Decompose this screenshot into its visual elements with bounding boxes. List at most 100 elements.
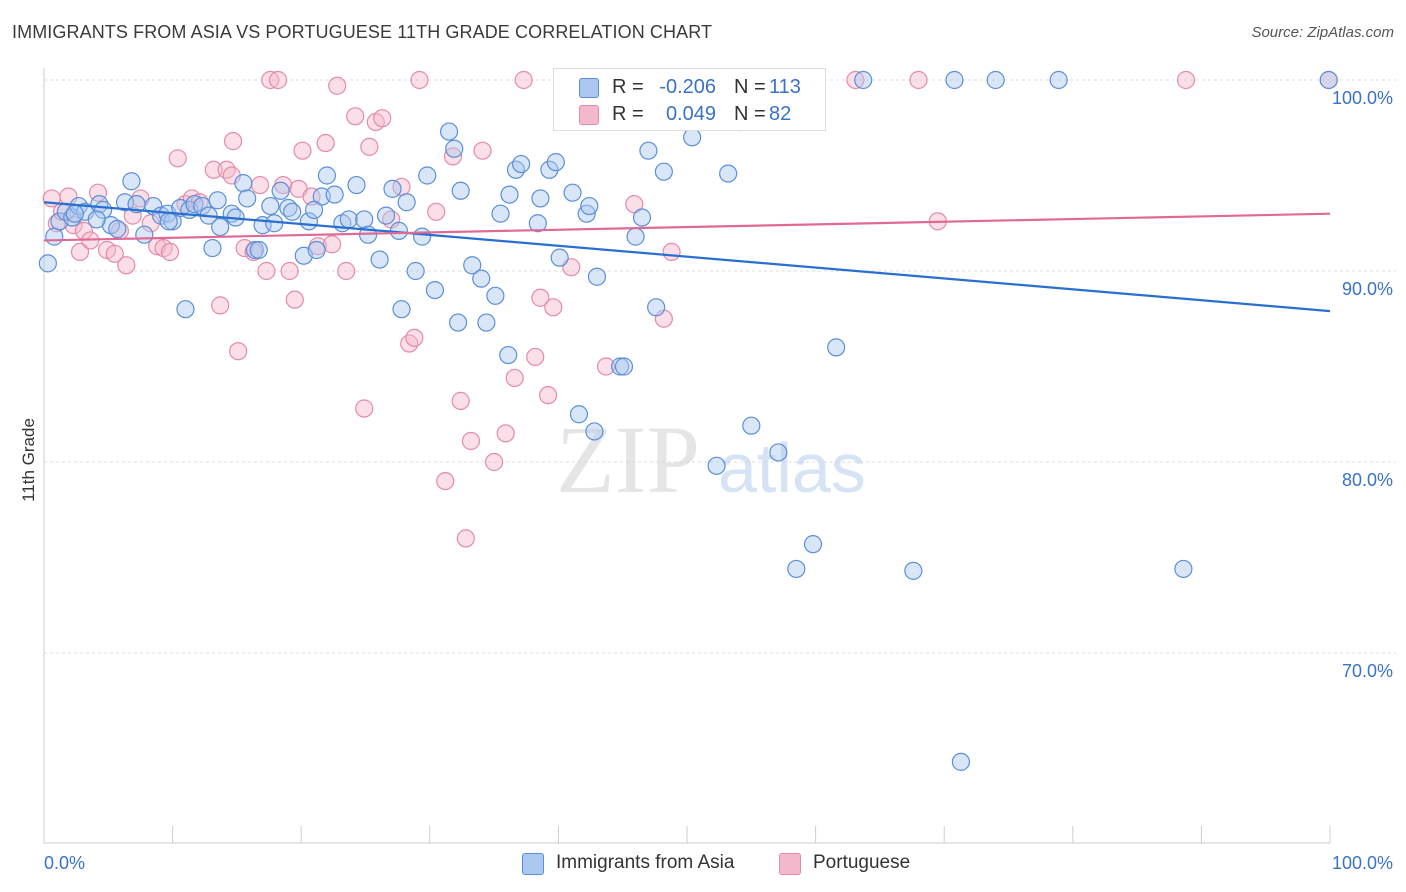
portuguese-point — [160, 242, 180, 261]
asia-point — [211, 217, 230, 237]
portuguese-point — [443, 147, 463, 166]
portuguese-point — [456, 529, 475, 548]
asia-point — [945, 70, 964, 90]
asia-point — [491, 204, 510, 223]
asia-point — [370, 250, 389, 269]
asia-point — [249, 240, 268, 260]
y-tick-label: 90.0% — [1342, 279, 1393, 299]
asia-point — [472, 269, 491, 288]
asia-point — [406, 261, 425, 281]
asia-point — [587, 267, 607, 286]
x-tick-label: 0.0% — [44, 853, 85, 873]
y-axis-label: 11th Grade — [19, 418, 38, 502]
watermark-zip: ZIP — [556, 406, 700, 513]
asia-point — [626, 227, 645, 246]
asia-legend-label: Immigrants from Asia — [556, 852, 735, 873]
tick-labels: 100.0% 90.0% 80.0% 70.0% 0.0% 100.0% — [44, 88, 1393, 873]
portuguese-point — [322, 235, 342, 254]
asia-point — [1049, 70, 1068, 90]
asia-point — [632, 208, 652, 227]
asia-point — [683, 128, 702, 147]
portuguese-point — [544, 298, 563, 317]
asia-swatch — [579, 78, 599, 98]
asia-point — [707, 456, 726, 475]
asia-point — [742, 416, 761, 435]
asia-point — [203, 238, 222, 258]
asia-point — [238, 189, 257, 208]
portuguese-point — [211, 296, 230, 315]
asia-point — [986, 70, 1005, 90]
asia-point — [159, 212, 178, 231]
portuguese-point — [250, 175, 270, 195]
portuguese-point — [261, 70, 280, 90]
portuguese-point — [70, 242, 90, 261]
asia-point — [546, 153, 565, 172]
legend-row-asia: R = -0.206 N = 113 — [554, 74, 825, 100]
asia-point — [803, 535, 823, 554]
asia-point — [376, 206, 396, 225]
watermark-atlas: atlas — [718, 429, 866, 507]
portuguese-swatch — [579, 105, 599, 125]
asia-point — [115, 193, 135, 212]
asia-point — [569, 405, 589, 424]
portuguese-point — [328, 76, 347, 95]
asia-point — [951, 752, 971, 771]
asia-point — [486, 286, 505, 305]
portuguese-point — [451, 391, 470, 410]
portuguese-point — [302, 187, 321, 206]
asia-point — [245, 240, 265, 260]
portuguese-point — [285, 290, 304, 309]
asia-point — [904, 561, 923, 580]
portuguese-point — [427, 202, 446, 221]
portuguese-point — [539, 386, 558, 405]
asia-point — [787, 559, 806, 579]
asia-point — [654, 162, 673, 181]
asia-point — [550, 248, 569, 267]
asia-point — [307, 240, 326, 260]
asia-point — [827, 338, 846, 357]
portuguese-point — [846, 70, 865, 90]
x-tick-label: 100.0% — [1332, 853, 1393, 873]
portuguese-point — [316, 133, 335, 153]
portuguese-point — [909, 70, 928, 90]
asia-point — [1319, 70, 1338, 90]
legend-r-label: R = — [612, 76, 644, 98]
asia-point — [854, 70, 873, 90]
asia-point — [611, 357, 630, 376]
axis-layer — [43, 68, 1331, 844]
portuguese-point — [436, 472, 455, 491]
portuguese-point — [1176, 70, 1196, 90]
asia-point — [94, 200, 113, 219]
asia-point — [392, 300, 411, 319]
portuguese-point — [123, 206, 142, 225]
asia-legend-swatch — [522, 853, 544, 875]
asia-point — [347, 175, 366, 195]
portuguese-point — [229, 342, 248, 361]
asia-point — [499, 345, 518, 365]
asia-point — [1174, 559, 1193, 579]
asia-point — [418, 166, 437, 185]
portuguese-point — [257, 261, 276, 281]
portuguese-point — [514, 70, 533, 90]
asia-point — [647, 298, 666, 317]
trend-lines — [43, 201, 1331, 313]
portuguese-point — [204, 160, 223, 179]
portuguese-point — [485, 452, 504, 472]
asia-point — [383, 179, 402, 198]
portuguese-legend-label: Portuguese — [813, 852, 911, 873]
portuguese-point — [596, 357, 616, 376]
asia-point — [65, 204, 84, 223]
asia-point — [528, 214, 547, 233]
asia-point — [445, 139, 464, 158]
asia-point — [176, 300, 195, 319]
asia-point — [563, 183, 582, 202]
asia-point — [234, 174, 253, 193]
asia-point — [614, 357, 634, 376]
portuguese-point — [280, 261, 299, 281]
legend-n-value: 113 — [769, 76, 801, 98]
asia-point — [451, 181, 470, 200]
asia-point — [506, 160, 526, 179]
asia-point — [339, 210, 358, 229]
portuguese-point — [117, 256, 136, 275]
portuguese-point — [360, 137, 379, 156]
